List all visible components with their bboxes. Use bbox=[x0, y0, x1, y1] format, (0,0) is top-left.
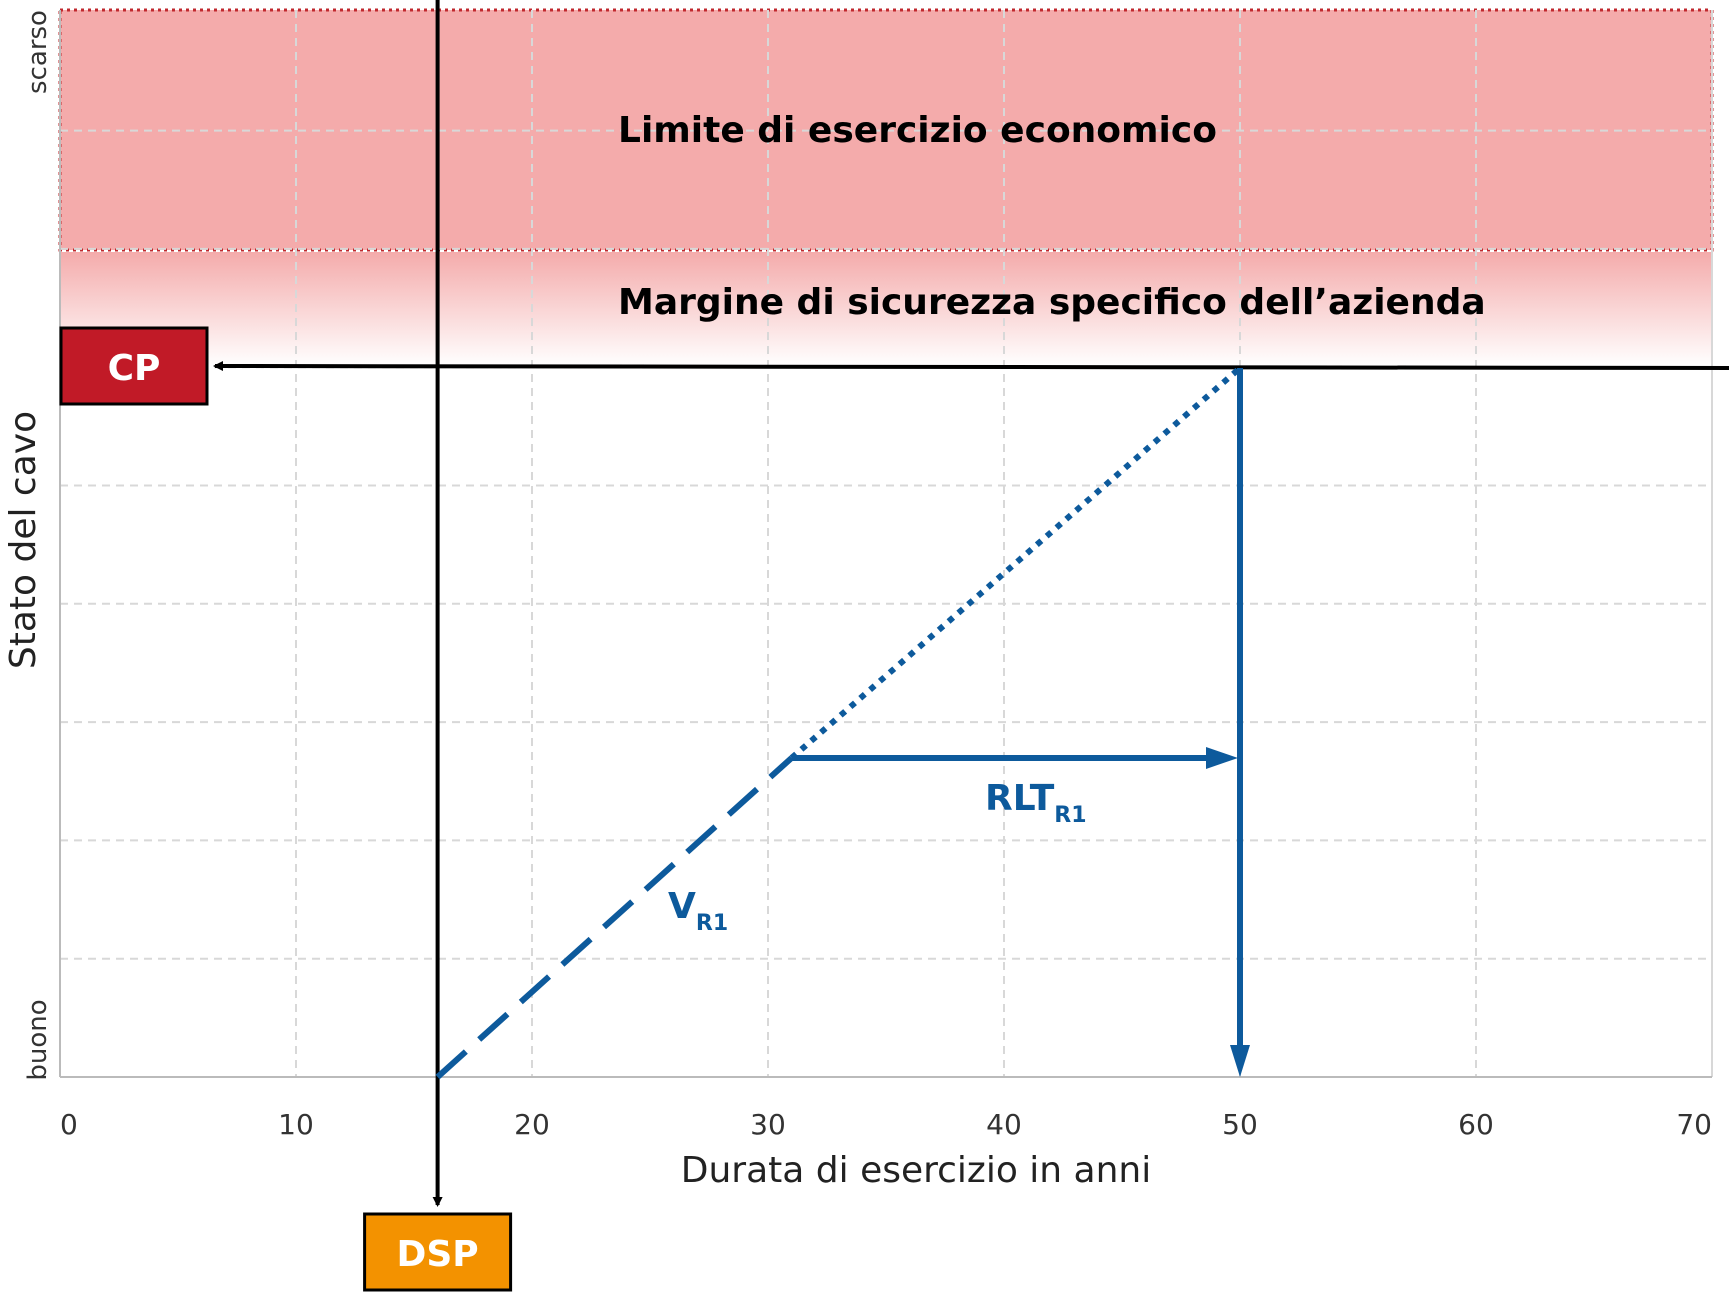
x-tick-label: 0 bbox=[60, 1108, 78, 1141]
y-category-bottom: buono bbox=[23, 999, 53, 1080]
x-tick-label: 30 bbox=[750, 1108, 786, 1141]
dsp-box bbox=[363, 1212, 513, 1292]
series-group bbox=[435, 365, 1250, 1080]
cp-box bbox=[59, 326, 209, 406]
x-axis-label: Durata di esercizio in anni bbox=[681, 1150, 1152, 1191]
end-life-arrowhead bbox=[1230, 1045, 1250, 1077]
series-label-rltr1: RLTR1 bbox=[985, 778, 1087, 828]
x-tick-label: 10 bbox=[278, 1108, 314, 1141]
y-axis-label: Stato del cavo bbox=[3, 411, 44, 669]
margin-band bbox=[60, 252, 1712, 366]
series-projection-line bbox=[789, 365, 1242, 761]
x-tick-labels: 0 10 20 30 40 50 60 70 bbox=[60, 1108, 1712, 1141]
x-tick-label: 50 bbox=[1222, 1108, 1258, 1141]
series-label-vr1-main: V bbox=[668, 886, 696, 927]
x-tick-label: 60 bbox=[1458, 1108, 1494, 1141]
x-tick-label: 70 bbox=[1676, 1108, 1712, 1141]
dsp-label: DSP bbox=[396, 1234, 478, 1275]
margin-band-title: Margine di sicurezza specifico dell’azie… bbox=[618, 282, 1486, 323]
series-label-vr1: VR1 bbox=[668, 886, 728, 936]
series-label-vr1-sub: R1 bbox=[696, 911, 728, 936]
limit-band-title: Limite di esercizio economico bbox=[618, 110, 1217, 151]
x-tick-label: 20 bbox=[514, 1108, 550, 1141]
cp-label: CP bbox=[108, 348, 161, 389]
x-tick-label: 40 bbox=[986, 1108, 1022, 1141]
series-label-rltr1-sub: R1 bbox=[1054, 803, 1086, 828]
y-category-top: scarso bbox=[23, 10, 53, 94]
series-label-rltr1-main: RLT bbox=[985, 778, 1055, 819]
series-rltr1-arrowhead bbox=[1206, 746, 1238, 769]
cp-line bbox=[213, 361, 1729, 372]
series-vr1-line bbox=[435, 755, 794, 1080]
